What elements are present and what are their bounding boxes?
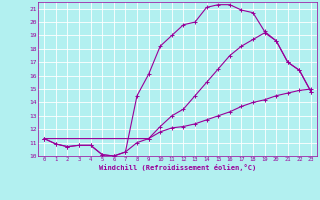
X-axis label: Windchill (Refroidissement éolien,°C): Windchill (Refroidissement éolien,°C): [99, 164, 256, 171]
